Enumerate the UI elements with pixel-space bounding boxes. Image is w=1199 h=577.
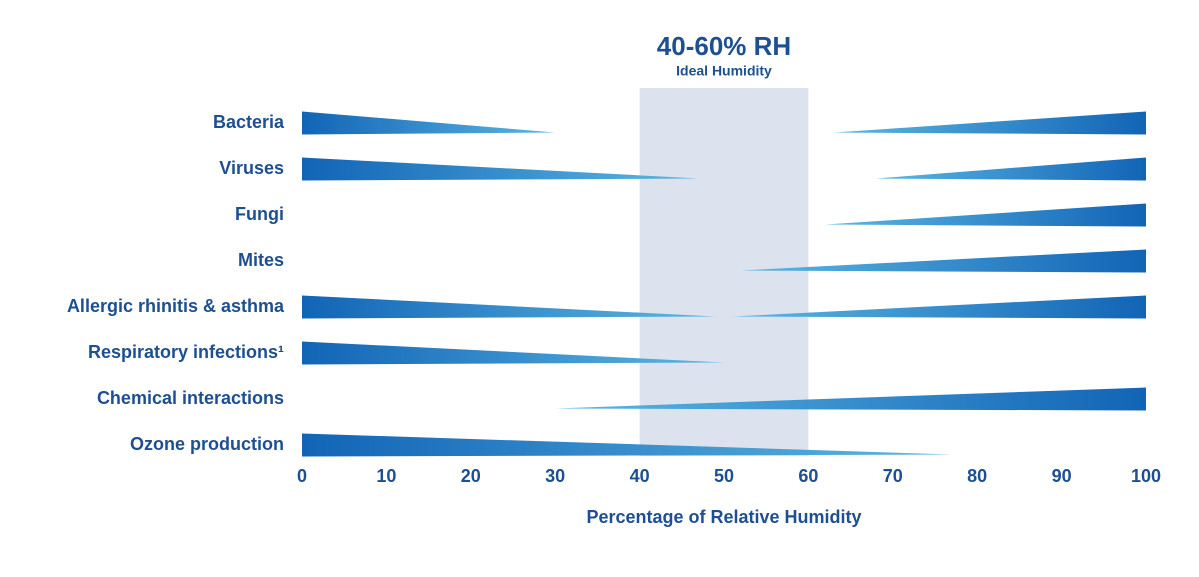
low-wedge: [302, 295, 716, 319]
x-axis-label: Percentage of Relative Humidity: [586, 507, 861, 527]
high-wedge: [555, 387, 1146, 411]
x-tick-label: 100: [1131, 466, 1161, 486]
low-wedge: [302, 433, 952, 457]
x-tick-label: 20: [461, 466, 481, 486]
high-wedge: [825, 203, 1146, 227]
band-subtitle: Ideal Humidity: [676, 63, 772, 79]
x-tick-label: 50: [714, 466, 734, 486]
x-tick-label: 40: [630, 466, 650, 486]
low-wedge: [302, 111, 556, 135]
x-tick-label: 90: [1052, 466, 1072, 486]
category-label: Bacteria: [213, 112, 285, 132]
category-label: Allergic rhinitis & asthma: [67, 296, 285, 316]
x-tick-label: 10: [376, 466, 396, 486]
low-wedge: [302, 341, 724, 365]
category-label: Mites: [238, 250, 284, 270]
high-wedge: [875, 157, 1146, 181]
band-title: 40-60% RH: [657, 31, 791, 61]
x-tick-label: 60: [798, 466, 818, 486]
category-label: Viruses: [219, 158, 284, 178]
high-wedge: [833, 111, 1146, 135]
category-label: Ozone production: [130, 434, 284, 454]
category-label: Chemical interactions: [97, 388, 284, 408]
high-wedge: [732, 295, 1146, 319]
high-wedge: [740, 249, 1146, 273]
ideal-band: [639, 88, 809, 456]
x-tick-label: 0: [297, 466, 307, 486]
x-tick-label: 30: [545, 466, 565, 486]
x-tick-label: 70: [883, 466, 903, 486]
category-label: Fungi: [235, 204, 284, 224]
x-tick-label: 80: [967, 466, 987, 486]
category-label: Respiratory infections¹: [88, 342, 284, 362]
low-wedge: [302, 157, 699, 181]
